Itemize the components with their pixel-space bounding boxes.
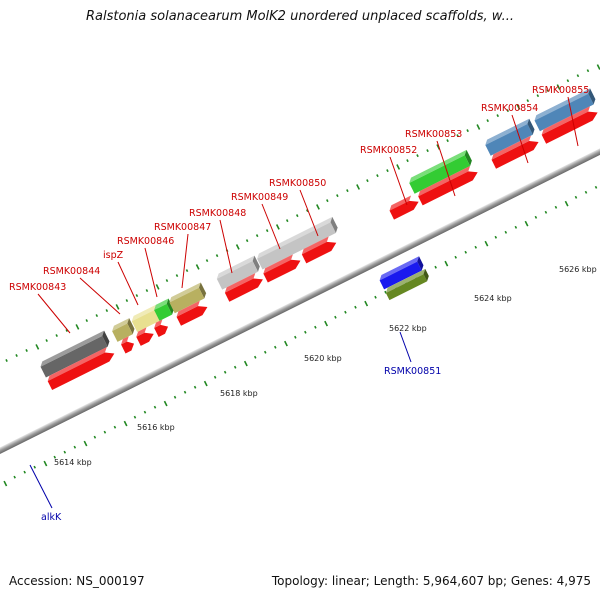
gene-label[interactable]: RSMK00848 <box>189 208 246 219</box>
cds-arrow-9 <box>389 195 419 220</box>
cds-arrow-6 <box>224 273 263 302</box>
gene-label[interactable]: RSMK00851 <box>384 366 441 377</box>
gene-label[interactable]: RSMK00852 <box>360 145 417 156</box>
gene-block-rsmk00851 <box>379 256 424 290</box>
ruler-tick-label: 5618 kbp <box>220 389 258 398</box>
gene-block-rsmk00846 <box>154 298 174 321</box>
gene-label[interactable]: RSMK00853 <box>405 129 462 140</box>
leader-line <box>436 140 456 197</box>
gene-label[interactable]: RSMK00855 <box>532 85 589 96</box>
cds-arrow-3 <box>136 327 154 346</box>
gene-block-rsmk00855 <box>534 88 596 132</box>
cds-arrow-8 <box>301 236 337 264</box>
cds-arrow-4 <box>154 319 169 337</box>
cds-arrow-10 <box>418 166 478 206</box>
gene-block-rsmk00849 <box>257 216 338 270</box>
rsmk00851-olive-segment <box>385 268 429 301</box>
gene-label[interactable]: RSMK00847 <box>154 222 211 233</box>
gene-label[interactable]: RSMK00846 <box>117 236 174 247</box>
ruler-tick-label: 5614 kbp <box>54 458 92 467</box>
forward-scale-ticks <box>5 64 600 363</box>
accession-text: Accession: NS_000197 <box>9 574 145 588</box>
gene-block-rsmk00848 <box>216 255 260 290</box>
gene-block-rsmk00853 <box>409 149 472 194</box>
leader-line <box>79 277 121 315</box>
gene-label[interactable]: RSMK00849 <box>231 192 288 203</box>
leader-line <box>117 261 139 306</box>
cds-arrow-12 <box>541 106 598 144</box>
leader-line <box>399 331 412 363</box>
ruler-tick-label: 5616 kbp <box>137 423 175 432</box>
gene-label[interactable]: RSMK00850 <box>269 178 326 189</box>
cds-arrow-7 <box>263 254 301 283</box>
cds-arrow-2 <box>121 336 135 354</box>
gene-label[interactable]: RSMK00844 <box>43 266 100 277</box>
leader-line <box>219 219 233 274</box>
leader-line <box>181 233 189 289</box>
leader-line <box>567 96 579 147</box>
leader-line <box>299 189 319 237</box>
gene-block-rsmk00843 <box>40 330 110 378</box>
gene-block-rsmk00847 <box>169 282 207 314</box>
leader-line <box>29 464 53 509</box>
leader-line <box>511 114 529 164</box>
ruler-tick-label: 5622 kbp <box>389 324 427 333</box>
cds-arrow-5 <box>176 300 208 326</box>
sequence-summary: Topology: linear; Length: 5,964,607 bp; … <box>271 574 591 588</box>
gene-label[interactable]: alkK <box>41 512 62 523</box>
cds-arrow-1 <box>47 347 115 391</box>
sequence-backbone <box>0 84 600 518</box>
gene-label[interactable]: ispZ <box>103 250 124 261</box>
leader-line <box>37 293 71 334</box>
gene-block-rsmk00844 <box>112 318 135 342</box>
ruler-tick-label: 5624 kbp <box>474 294 512 303</box>
map-title: Ralstonia solanacearum MolK2 unordered u… <box>85 9 514 24</box>
ruler-tick-label: 5626 kbp <box>559 265 597 274</box>
gene-block-rsmk00854 <box>485 118 535 156</box>
leader-line <box>144 247 158 298</box>
ruler-tick-label: 5620 kbp <box>304 354 342 363</box>
leader-line <box>261 203 281 250</box>
gene-label[interactable]: RSMK00854 <box>481 103 538 114</box>
leader-line <box>389 156 408 206</box>
gene-label[interactable]: RSMK00843 <box>9 282 66 293</box>
